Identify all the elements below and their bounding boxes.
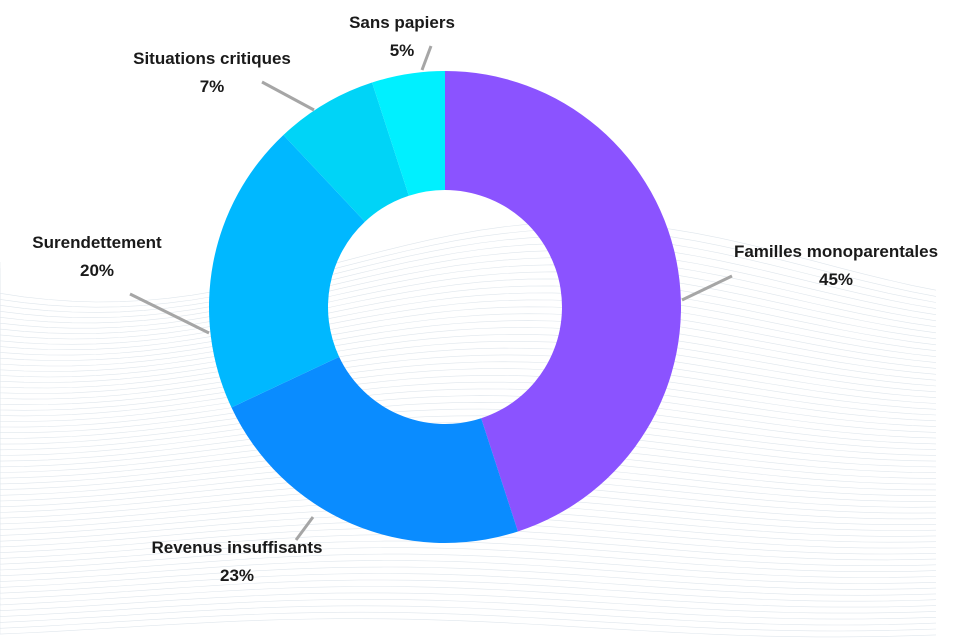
- slice-label-value: 45%: [819, 270, 853, 289]
- background-wave-line: [0, 415, 937, 456]
- background-wave-line: [0, 347, 937, 400]
- background-wave-line: [0, 422, 937, 462]
- background-wave-line: [0, 361, 937, 411]
- background-wave-line: [0, 221, 937, 303]
- background-wave-line: [0, 228, 937, 308]
- slice-label-value: 23%: [220, 566, 254, 585]
- background-wave-line: [0, 605, 937, 626]
- donut-slice[interactable]: [445, 71, 681, 532]
- leader-lines: [129, 45, 733, 541]
- background-wave-line: [0, 553, 937, 578]
- background-wave-line: [0, 278, 937, 345]
- background-wave-line: [0, 395, 937, 439]
- leader-line: [420, 45, 433, 71]
- donut-slice[interactable]: [283, 82, 409, 222]
- donut-slice[interactable]: [208, 134, 365, 408]
- background-wave-line: [0, 368, 937, 417]
- donut-slice[interactable]: [372, 71, 445, 196]
- background-wave-line: [0, 292, 937, 356]
- donut-slices: [208, 71, 681, 543]
- background-wave-line: [0, 334, 937, 389]
- donut-slice[interactable]: [231, 356, 518, 543]
- leader-line: [681, 274, 733, 302]
- background-wave-line: [0, 250, 937, 324]
- slice-label-name: Surendettement: [32, 233, 162, 252]
- background-wave-line: [0, 611, 937, 632]
- slice-label-value: 5%: [390, 41, 415, 60]
- slice-label-name: Sans papiers: [349, 13, 455, 32]
- background-wave-line: [0, 547, 937, 572]
- background-wave-line: [0, 408, 937, 451]
- slice-label-name: Revenus insuffisants: [152, 538, 323, 557]
- background-wave-line: [0, 560, 937, 584]
- background-wave-line: [0, 320, 937, 378]
- background-wave-line: [0, 264, 937, 334]
- background-wave-line: [0, 579, 937, 602]
- background-wave-line: [0, 285, 937, 351]
- background-wave-line: [0, 340, 937, 394]
- background-waves: [0, 221, 937, 638]
- slice-label-name: Situations critiques: [133, 49, 291, 68]
- slice-labels: Familles monoparentales 45% Revenus insuff…: [32, 13, 938, 585]
- background-wave-line: [0, 592, 937, 614]
- leader-line: [261, 80, 315, 112]
- background-wave-line: [0, 375, 937, 422]
- background-wave-line: [0, 354, 937, 406]
- background-wave-line: [0, 327, 937, 383]
- background-wave-line: [0, 573, 937, 596]
- background-wave-line: [0, 401, 937, 445]
- background-wave-line: [0, 243, 937, 319]
- background-wave-line: [0, 299, 937, 361]
- leader-line: [129, 292, 210, 335]
- background-wave-line: [0, 618, 937, 638]
- background-wave-line: [0, 257, 937, 329]
- background-wave-line: [0, 586, 937, 608]
- background-wave-line: [0, 566, 937, 590]
- background-wave-line: [0, 236, 937, 313]
- background-wave-line: [0, 271, 937, 340]
- background-wave-line: [0, 306, 937, 367]
- leader-line: [294, 516, 315, 541]
- slice-label-name: Familles monoparentales: [734, 242, 938, 261]
- background-wave-line: [0, 598, 937, 620]
- background-wave-line: [0, 388, 937, 433]
- slice-label-value: 20%: [80, 261, 114, 280]
- slice-label-value: 7%: [200, 77, 225, 96]
- background-wave-line: [0, 381, 937, 428]
- background-wave-line: [0, 313, 937, 372]
